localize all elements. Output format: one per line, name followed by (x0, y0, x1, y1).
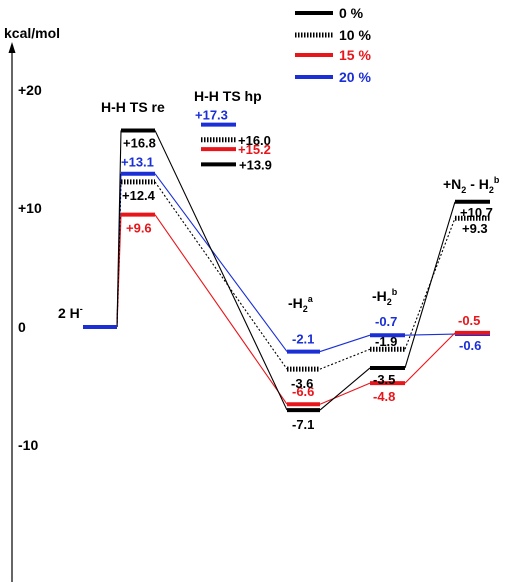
connector-15-h2a-h2b (319, 382, 371, 405)
legend-label-20: 20 % (339, 69, 371, 85)
legend-label-15: 15 % (339, 47, 371, 63)
value-label-0-ts_re: +16.8 (123, 135, 156, 150)
connector-0-start-ts_re (116, 130, 122, 328)
legend-label-10: 10 % (339, 27, 371, 43)
value-label-10-ts_hp: +16.0 (238, 133, 271, 148)
stage-label-h2b: -H2b (372, 287, 398, 307)
y-tick-label: +10 (18, 200, 42, 216)
value-label-0-h2a: -7.1 (292, 417, 314, 432)
value-label-15-h2a: -6.6 (292, 384, 314, 399)
value-label-15-h2b: -4.8 (373, 389, 395, 404)
connector-10-h2a-h2b (319, 348, 371, 370)
stage-label-end: +N2 - H2b (443, 175, 500, 195)
value-label-15-end: -0.5 (458, 313, 480, 328)
legend-label-0: 0 % (339, 5, 364, 21)
value-label-0-end: +10.7 (460, 205, 493, 220)
connector-0-h2b-end (404, 201, 456, 369)
connector-10-ts_re-h2a (154, 181, 288, 370)
stage-label-ts-hp: H-H TS hp (194, 88, 262, 104)
value-label-20-ts_hp: +17.3 (195, 108, 228, 123)
value-label-15-ts_re: +9.6 (126, 221, 152, 236)
connector-15-h2b-end (404, 332, 456, 384)
connector-20-h2a-h2b (319, 334, 371, 353)
connector-15-ts_re-h2a (154, 214, 288, 405)
connector-20-h2b-end (404, 333, 456, 336)
value-label-20-h2a: -2.1 (292, 332, 314, 347)
connector-0-ts_re-h2a (154, 130, 288, 411)
stage-label-h2a: -H2a (288, 294, 314, 314)
connector-0-h2a-h2b (319, 367, 371, 411)
value-label-10-end: +9.3 (462, 221, 488, 236)
value-label-0-ts_hp: +13.9 (239, 157, 272, 172)
y-tick-label: 0 (18, 319, 26, 335)
stage-label-start: 2 H- (58, 304, 83, 321)
y-tick-label: -10 (18, 437, 38, 453)
value-label-20-h2b: -0.7 (375, 314, 397, 329)
y-axis-unit: kcal/mol (4, 25, 60, 41)
value-label-20-ts_re: +13.1 (121, 155, 154, 170)
value-label-0-h2b: -3.5 (373, 372, 395, 387)
connector-20-ts_re-h2a (154, 173, 288, 352)
stage-label-ts-re: H-H TS re (101, 99, 165, 115)
connector-10-h2b-end (404, 217, 456, 350)
value-label-15-ts_hp: +15.2 (238, 142, 271, 157)
y-axis-arrow-icon (8, 42, 16, 53)
value-label-10-ts_re: +12.4 (122, 188, 156, 203)
value-label-10-h2b: -1.9 (375, 334, 397, 349)
value-label-20-end: -0.6 (459, 338, 481, 353)
y-tick-label: +20 (18, 82, 42, 98)
value-label-10-h2a: -3.6 (291, 376, 313, 391)
